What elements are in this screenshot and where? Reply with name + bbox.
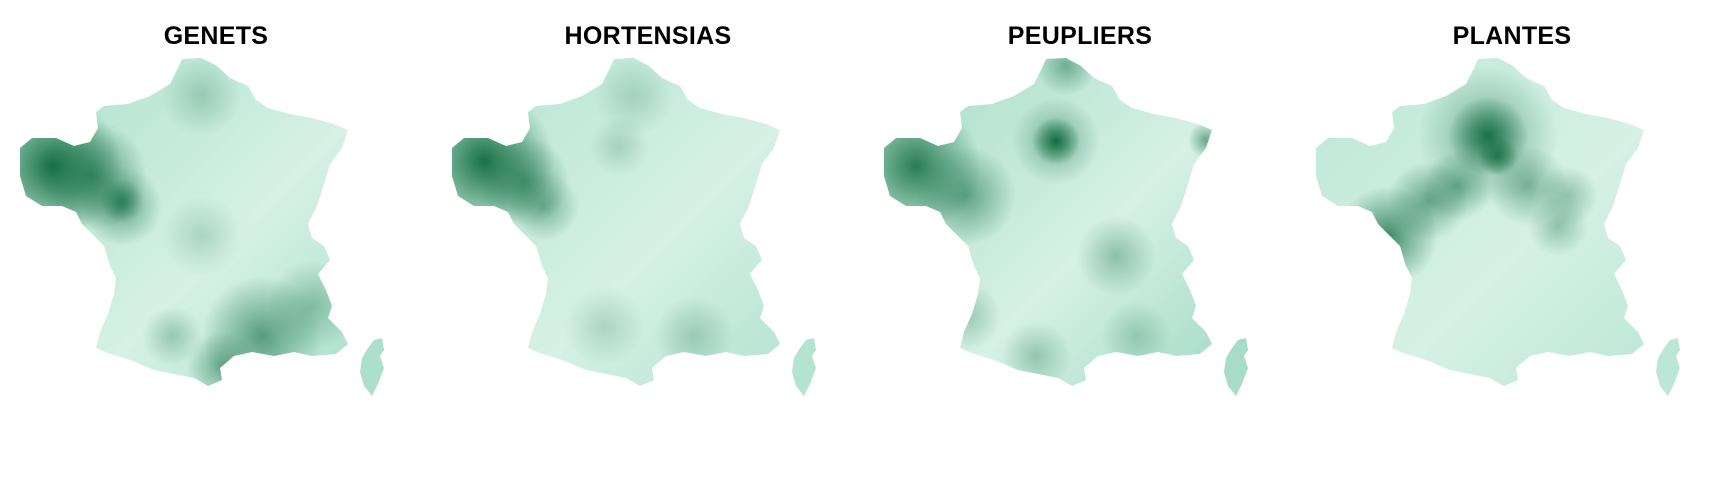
map-panel-hortensias: HORTENSIAS: [432, 0, 864, 480]
density-hotspot: [1528, 196, 1588, 256]
density-hotspot: [142, 306, 202, 366]
map-panel-genets: GENETS: [0, 0, 432, 480]
density-hotspot: [1076, 216, 1156, 296]
density-hotspot: [509, 171, 579, 241]
mainland-region: [1316, 58, 1644, 386]
map-panel-plantes: PLANTES: [1296, 0, 1728, 480]
map-title: PLANTES: [1452, 22, 1572, 50]
france-map-hortensias: [452, 58, 816, 396]
density-hotspot: [1001, 321, 1071, 391]
density-hotspot: [1012, 97, 1100, 185]
corsica-region: [1656, 338, 1680, 396]
corsica-region: [1224, 338, 1248, 396]
france-map-plantes: [1316, 58, 1680, 396]
density-hotspot: [1101, 301, 1171, 371]
density-hotspot: [654, 296, 734, 376]
density-hotspot: [162, 196, 242, 276]
map-title: GENETS: [163, 22, 269, 50]
density-hotspot: [916, 146, 1016, 246]
density-layer: [452, 58, 734, 376]
france-map-genets: [20, 58, 384, 396]
density-hotspot: [931, 281, 1001, 351]
density-hotspot: [1423, 151, 1493, 221]
map-title: PEUPLIERS: [1007, 22, 1153, 50]
corsica-region: [360, 338, 384, 396]
density-hotspot: [564, 286, 644, 366]
density-hotspot: [589, 116, 649, 176]
density-hotspot: [267, 261, 357, 351]
map-title: HORTENSIAS: [564, 22, 732, 50]
density-hotspot: [100, 179, 144, 223]
density-hotspot: [1036, 58, 1096, 96]
density-hotspot: [594, 58, 674, 136]
density-hotspot: [162, 58, 242, 136]
density-hotspot: [1478, 136, 1518, 176]
density-hotspot: [1188, 122, 1224, 158]
corsica-region: [792, 338, 816, 396]
density-layer: [20, 58, 357, 396]
map-panel-peupliers: PEUPLIERS: [864, 0, 1296, 480]
france-map-peupliers: [884, 58, 1248, 396]
